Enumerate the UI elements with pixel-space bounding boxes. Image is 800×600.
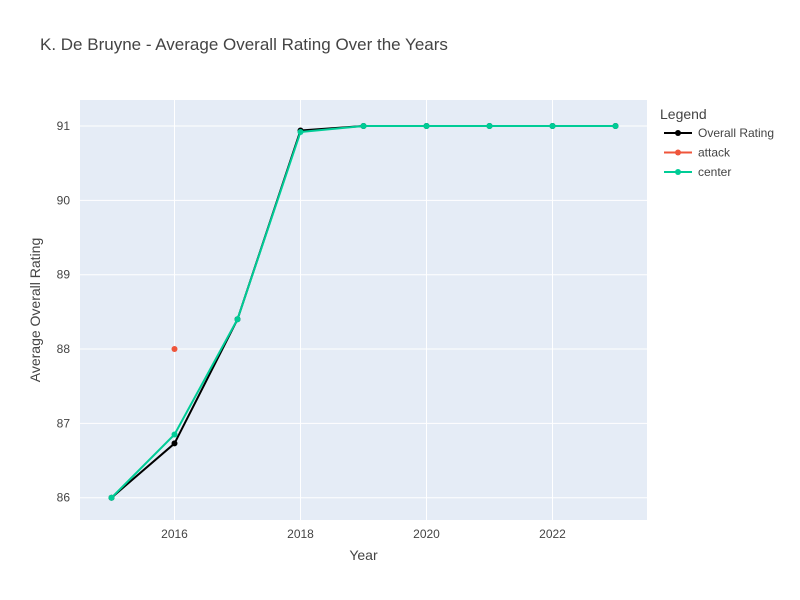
data-point-center [549, 123, 556, 130]
y-tick-label: 89 [57, 268, 71, 282]
y-tick-label: 86 [57, 491, 71, 505]
data-point-center [234, 316, 241, 323]
data-point-center [423, 123, 430, 130]
plot-area [80, 100, 647, 520]
legend-swatch-marker [675, 130, 681, 136]
y-tick-label: 87 [57, 416, 71, 430]
data-point-center [297, 128, 304, 135]
chart-title: K. De Bruyne - Average Overall Rating Ov… [40, 35, 448, 54]
legend-swatch-marker [675, 169, 681, 175]
series-layer [108, 123, 619, 501]
y-axis-title: Average Overall Rating [27, 238, 43, 382]
data-point-attack [171, 346, 178, 353]
x-axis-title: Year [349, 547, 378, 563]
data-point-center [486, 123, 493, 130]
x-axis-ticks: 2016 2018 2020 2022 [161, 527, 566, 541]
data-point-center [171, 431, 178, 438]
x-tick-label: 2018 [287, 527, 314, 541]
x-tick-label: 2020 [413, 527, 440, 541]
y-tick-label: 88 [57, 342, 71, 356]
data-point-overall-rating [171, 440, 178, 447]
legend-swatch-marker [675, 149, 681, 156]
y-axis-ticks: 86 87 88 89 90 91 [57, 119, 71, 505]
data-point-center [360, 123, 367, 130]
legend-label: center [698, 165, 731, 179]
legend-item-attack[interactable]: attack [664, 146, 731, 160]
data-point-center [612, 123, 619, 130]
legend-items: Overall Rating attack center [664, 126, 774, 179]
legend-title: Legend [660, 106, 707, 122]
legend: Legend Overall Rating attack center [660, 106, 774, 179]
series-attack [171, 346, 178, 353]
series-center [108, 123, 619, 501]
legend-item-overall-rating[interactable]: Overall Rating [664, 126, 774, 140]
y-tick-label: 91 [57, 119, 71, 133]
y-tick-label: 90 [57, 193, 71, 207]
legend-label: attack [698, 146, 731, 160]
x-tick-label: 2016 [161, 527, 188, 541]
data-point-center [108, 494, 115, 501]
legend-label: Overall Rating [698, 126, 774, 140]
x-tick-label: 2022 [539, 527, 566, 541]
legend-item-center[interactable]: center [664, 165, 731, 179]
